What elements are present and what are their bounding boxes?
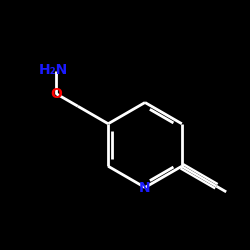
- Text: H₂N: H₂N: [39, 63, 68, 77]
- Text: N: N: [139, 180, 151, 194]
- Text: O: O: [50, 87, 62, 101]
